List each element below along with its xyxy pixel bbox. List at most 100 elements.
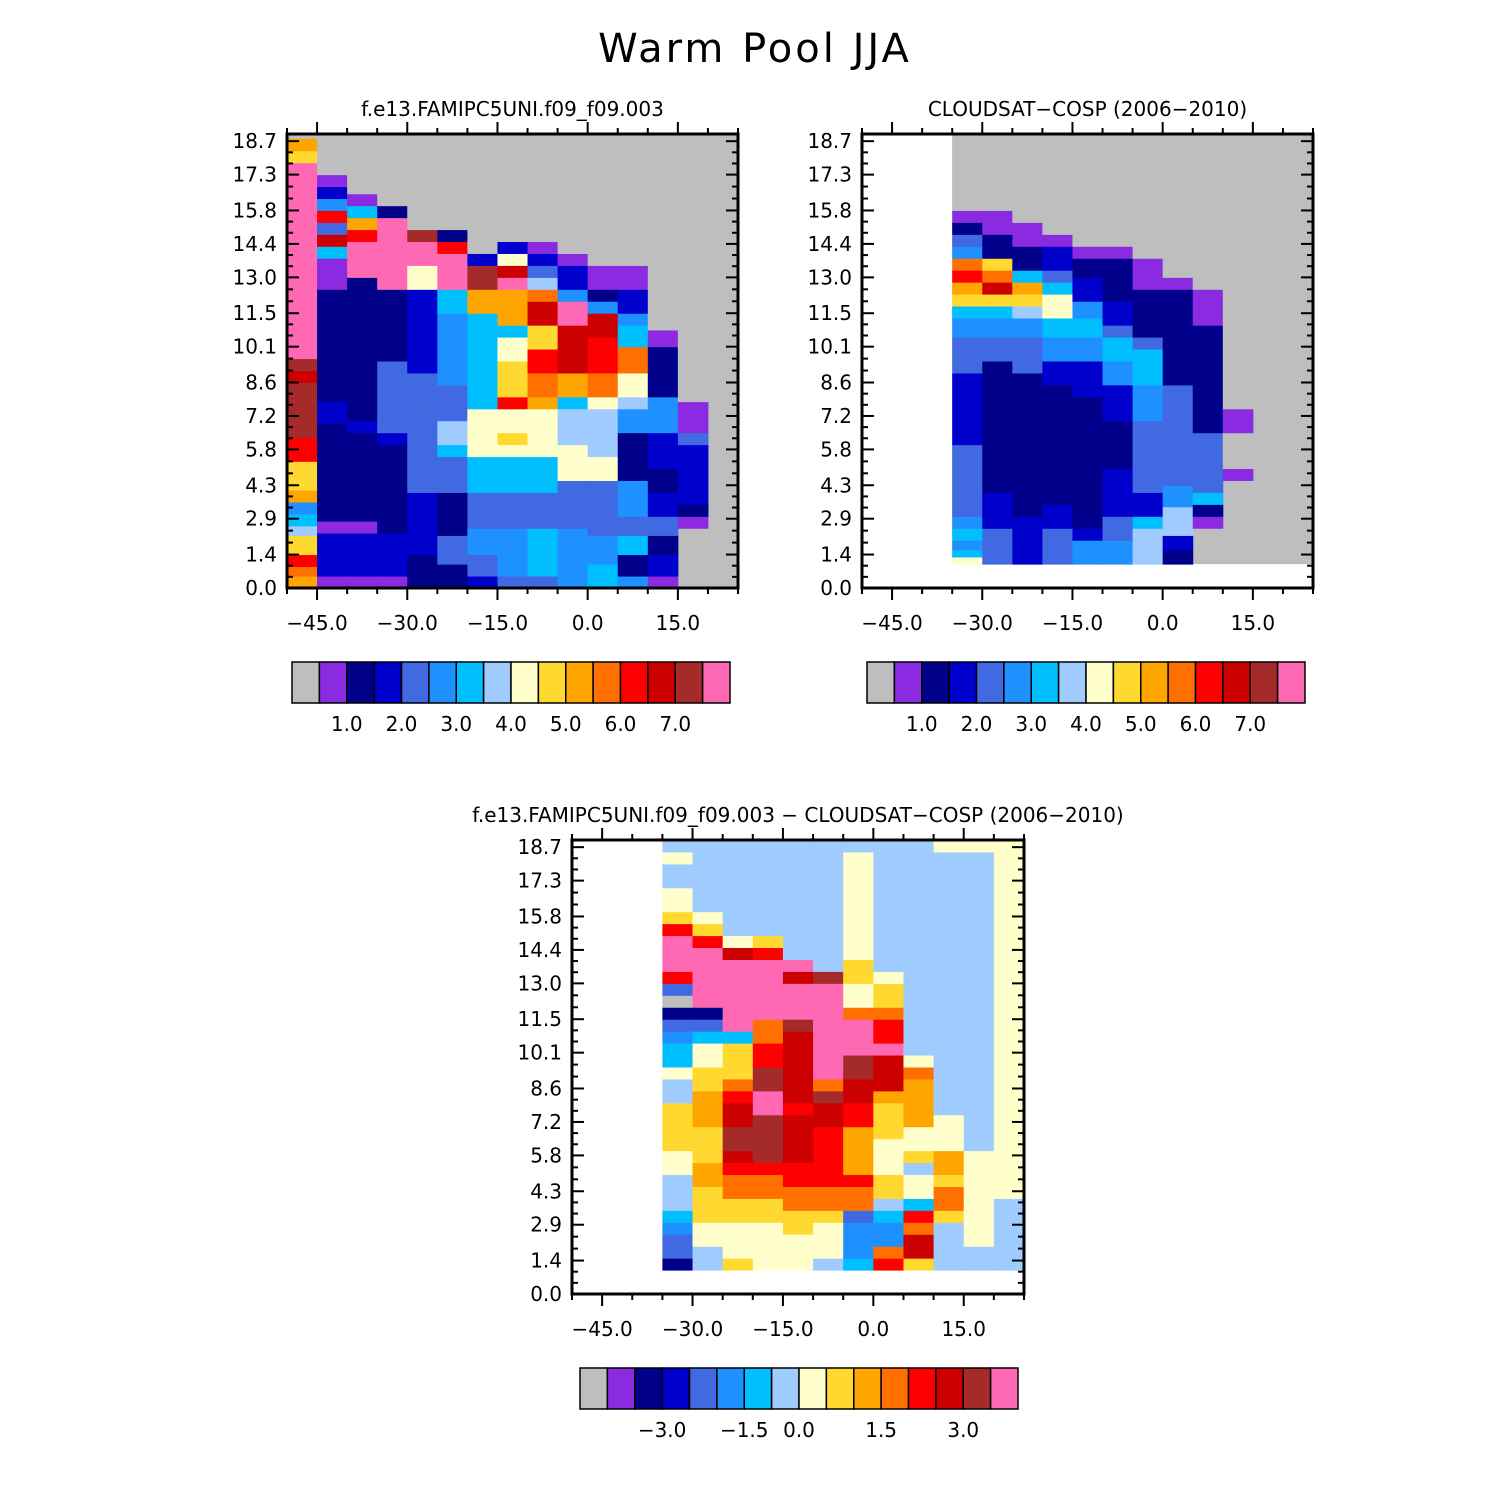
heatmap-cell (587, 265, 619, 290)
heatmap-cell (647, 576, 679, 589)
colorbar-label: 0.0 (783, 1418, 815, 1442)
heatmap-cell (952, 294, 983, 307)
heatmap-cell (873, 1078, 904, 1092)
y-tick-label: 13.0 (232, 265, 277, 289)
heatmap-cell (903, 1067, 935, 1080)
heatmap-cell (1192, 516, 1224, 529)
colorbar-swatch (1030, 661, 1060, 704)
heatmap-cell (813, 1150, 844, 1164)
x-tick-label: 15.0 (656, 611, 701, 635)
heatmap-cell (903, 1210, 935, 1223)
x-tick-label: −30.0 (662, 1317, 723, 1341)
heatmap-cell (722, 1043, 754, 1056)
heatmap-cell (1132, 384, 1164, 422)
heatmap-cell (497, 396, 529, 410)
heatmap-cell (437, 535, 468, 565)
heatmap-cell (407, 134, 438, 231)
heatmap-cell (722, 1090, 754, 1104)
colorbar-swatch (743, 1367, 773, 1410)
heatmap-cell (692, 1031, 724, 1044)
heatmap-cell (692, 935, 724, 949)
colorbar (579, 1367, 1019, 1410)
heatmap-cell (1192, 384, 1224, 434)
heatmap-cell (982, 134, 1013, 211)
colorbar-label: 1.5 (865, 1418, 897, 1442)
heatmap-cell (437, 229, 468, 243)
heatmap-cell (617, 480, 649, 517)
y-tick-label: 2.9 (820, 507, 852, 531)
x-tick-label: −30.0 (952, 611, 1013, 635)
y-tick-label: 2.9 (245, 507, 277, 531)
heatmap-cell (1012, 270, 1043, 283)
heatmap-cell (1102, 516, 1134, 541)
heatmap-cell (437, 289, 468, 314)
colorbar-label: 1.0 (331, 712, 363, 736)
heatmap-cell (982, 258, 1013, 271)
heatmap-cell (557, 301, 589, 326)
heatmap-cell (347, 241, 378, 278)
heatmap-cell (497, 576, 529, 589)
colorbar-label: 3.0 (947, 1418, 979, 1442)
heatmap-cell (1132, 528, 1164, 565)
heatmap-cell (467, 456, 498, 493)
heatmap-cell (1162, 535, 1194, 551)
heatmap-cell (1012, 337, 1043, 374)
colorbar-label: 2.0 (961, 712, 993, 736)
heatmap-cell (1192, 432, 1224, 493)
heatmap-cell (903, 1222, 935, 1235)
y-tick-label: 4.3 (820, 473, 852, 497)
heatmap-cell (1102, 420, 1134, 470)
heatmap-cell (1012, 134, 1043, 223)
heatmap-cell (982, 361, 1013, 386)
heatmap-cell (692, 1067, 724, 1092)
heatmap-cell (587, 408, 619, 458)
heatmap-cell (587, 313, 619, 338)
heatmap-cell (873, 1210, 904, 1223)
heatmap-cell (662, 1102, 694, 1152)
heatmap-cell (952, 282, 983, 295)
heatmap-cell (1072, 301, 1104, 319)
heatmap-cell (933, 840, 965, 853)
heatmap-cell (1222, 468, 1254, 481)
heatmap-cell (1072, 134, 1104, 247)
heatmap-cell (873, 1258, 904, 1271)
heatmap-cell (662, 1150, 694, 1176)
heatmap-cell (933, 1210, 965, 1223)
heatmap-cell (982, 294, 1013, 307)
heatmap-cell (287, 554, 318, 567)
heatmap-cell (347, 217, 378, 231)
heatmap-cell (993, 1222, 1025, 1271)
heatmap-cell (873, 840, 904, 972)
colorbar-label: 4.0 (495, 712, 527, 736)
y-tick-label: 8.6 (245, 371, 277, 395)
heatmap-cell (647, 396, 679, 410)
heatmap-cell (287, 513, 318, 527)
colorbar-swatch (400, 661, 430, 704)
heatmap-cell (317, 423, 348, 522)
heatmap-cell (692, 1162, 724, 1187)
heatmap-cell (497, 408, 529, 434)
heatmap-cell (1012, 222, 1043, 247)
x-tick-label: −45.0 (861, 611, 922, 635)
plot-frame (285, 132, 740, 590)
heatmap-cell (347, 576, 378, 589)
heatmap-cell (317, 576, 348, 589)
heatmap-cell (1042, 361, 1073, 386)
colorbar-label: 6.0 (605, 712, 637, 736)
heatmap-cell (903, 1150, 935, 1164)
heatmap-cell (903, 851, 935, 1056)
heatmap-cell (317, 222, 348, 235)
heatmap-cell (287, 162, 318, 360)
heatmap-cell (1012, 317, 1043, 338)
heatmap-cell (527, 253, 559, 266)
heatmap-cell (1042, 528, 1073, 565)
heatmap-cell (692, 1126, 724, 1164)
heatmap-cell (497, 325, 529, 338)
heatmap-cell (497, 432, 529, 446)
heatmap-cell (1102, 246, 1134, 259)
heatmap-cell (1042, 234, 1073, 247)
heatmap-cell (662, 1210, 694, 1223)
heatmap-cell (1072, 317, 1104, 338)
heatmap-cell (377, 134, 408, 207)
